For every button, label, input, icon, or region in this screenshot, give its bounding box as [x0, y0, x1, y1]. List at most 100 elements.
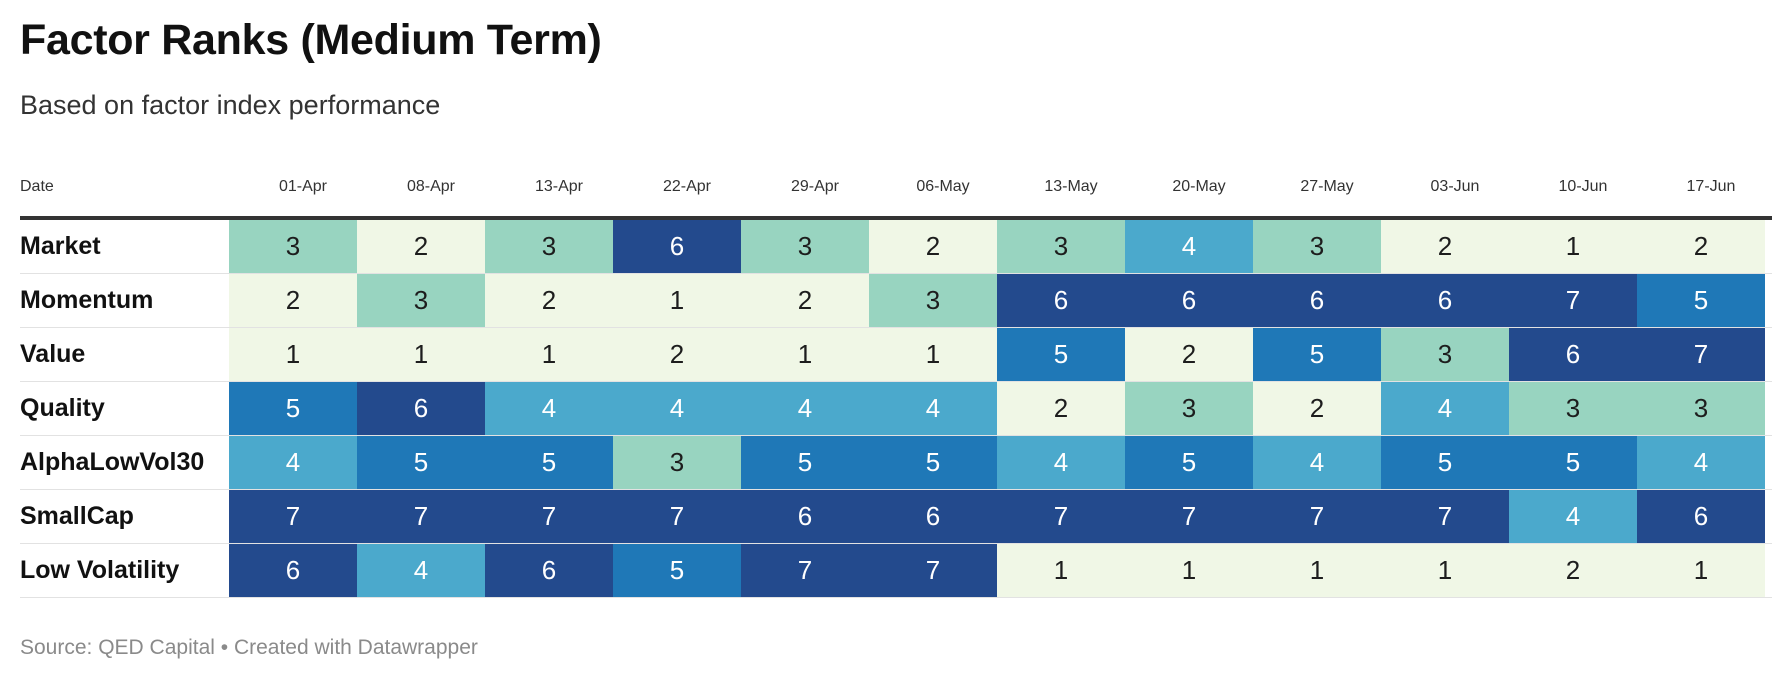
heatmap-cell: 7 — [1509, 274, 1637, 327]
heatmap-cell: 5 — [1509, 436, 1637, 489]
heatmap-cell: 6 — [1509, 328, 1637, 381]
chart-subtitle: Based on factor index performance — [20, 90, 441, 120]
heatmap-cell: 7 — [613, 490, 741, 543]
row-label: Value — [20, 340, 86, 368]
heatmap-cell: 1 — [1253, 544, 1381, 597]
row-label: SmallCap — [20, 502, 134, 530]
heatmap-cell: 3 — [869, 274, 997, 327]
heatmap-cell: 1 — [997, 544, 1125, 597]
heatmap-cell: 6 — [485, 544, 613, 597]
heatmap-cell: 6 — [1637, 490, 1765, 543]
heatmap-cell: 3 — [485, 220, 613, 273]
heatmap-cell: 4 — [1253, 436, 1381, 489]
heatmap-cell: 1 — [1509, 220, 1637, 273]
heatmap-cell: 4 — [997, 436, 1125, 489]
heatmap-cell: 2 — [869, 220, 997, 273]
heatmap-cell: 6 — [357, 382, 485, 435]
heatmap-cell: 7 — [1125, 490, 1253, 543]
heatmap-cell: 7 — [229, 490, 357, 543]
heatmap-cell: 4 — [741, 382, 869, 435]
heatmap-cell: 1 — [741, 328, 869, 381]
heatmap-cell: 5 — [229, 382, 357, 435]
heatmap-cell: 3 — [997, 220, 1125, 273]
heatmap-cell: 6 — [229, 544, 357, 597]
heatmap-cell: 6 — [1381, 274, 1509, 327]
column-header: 06-May — [916, 178, 970, 195]
table-row: Value 1 1 1 2 1 1 5 2 5 3 6 7 — [20, 328, 1772, 382]
heatmap-cell: 6 — [997, 274, 1125, 327]
heatmap-cell: 3 — [1509, 382, 1637, 435]
column-header: 03-Jun — [1430, 178, 1480, 195]
column-header: 10-Jun — [1558, 178, 1608, 195]
heatmap-cell: 7 — [997, 490, 1125, 543]
heatmap-cell: 5 — [1381, 436, 1509, 489]
date-column-header: Date — [20, 178, 54, 195]
column-header: 08-Apr — [406, 178, 456, 195]
heatmap-cell: 5 — [613, 544, 741, 597]
heatmap-cell: 3 — [229, 220, 357, 273]
heatmap-cell: 3 — [1637, 382, 1765, 435]
heatmap-cell: 6 — [1253, 274, 1381, 327]
column-header: 01-Apr — [278, 178, 328, 195]
table-row: Momentum 2 3 2 1 2 3 6 6 6 6 7 5 — [20, 274, 1772, 328]
row-label: Market — [20, 232, 101, 260]
heatmap-cell: 7 — [1381, 490, 1509, 543]
heatmap-cell: 5 — [357, 436, 485, 489]
heatmap-cell: 2 — [229, 274, 357, 327]
heatmap-cell: 4 — [1381, 382, 1509, 435]
heatmap-cell: 3 — [613, 436, 741, 489]
chart-title: Factor Ranks (Medium Term) — [20, 16, 602, 64]
heatmap-cell: 7 — [741, 544, 869, 597]
heatmap-cell: 4 — [1125, 220, 1253, 273]
heatmap-cell: 7 — [1637, 328, 1765, 381]
heatmap-cell: 2 — [613, 328, 741, 381]
table-row: Market 3 2 3 6 3 2 3 4 3 2 1 2 — [20, 220, 1772, 274]
heatmap-cell: 1 — [485, 328, 613, 381]
heatmap-cell: 5 — [741, 436, 869, 489]
rank-table: Date 01-Apr 08-Apr 13-Apr 22-Apr 29-Apr 06-Ma… — [20, 174, 1772, 598]
heatmap-cell: 6 — [613, 220, 741, 273]
heatmap-cell: 6 — [869, 490, 997, 543]
heatmap-cell: 7 — [1253, 490, 1381, 543]
heatmap-cell: 3 — [741, 220, 869, 273]
table-row: AlphaLowVol30 4 5 5 3 5 5 4 5 4 5 5 4 — [20, 436, 1772, 490]
heatmap-cell: 4 — [869, 382, 997, 435]
heatmap-cell: 6 — [1125, 274, 1253, 327]
column-header: 22-Apr — [662, 178, 712, 195]
heatmap-cell: 2 — [1253, 382, 1381, 435]
row-label: Low Volatility — [20, 556, 180, 584]
heatmap-cell: 3 — [1253, 220, 1381, 273]
heatmap-cell: 1 — [613, 274, 741, 327]
heatmap-cell: 1 — [229, 328, 357, 381]
column-header: 27-May — [1300, 178, 1354, 195]
heatmap-cell: 5 — [997, 328, 1125, 381]
heatmap-cell: 4 — [1637, 436, 1765, 489]
heatmap-cell: 2 — [1637, 220, 1765, 273]
heatmap-cell: 1 — [357, 328, 485, 381]
heatmap-cell: 5 — [485, 436, 613, 489]
table-body: Market 3 2 3 6 3 2 3 4 3 2 1 2 Momentum 2 3 2 1 2 3 6 6 6 6 7 5 Va… — [20, 220, 1772, 598]
column-header: 17-Jun — [1686, 178, 1736, 195]
heatmap-cell: 1 — [1637, 544, 1765, 597]
table-row: Quality 5 6 4 4 4 4 2 3 2 4 3 3 — [20, 382, 1772, 436]
heatmap-cell: 7 — [869, 544, 997, 597]
heatmap-cell: 4 — [1509, 490, 1637, 543]
table-header: Date 01-Apr 08-Apr 13-Apr 22-Apr 29-Apr 06-Ma… — [20, 174, 1772, 220]
heatmap-cell: 2 — [357, 220, 485, 273]
row-label: Momentum — [20, 286, 154, 314]
heatmap-cell: 2 — [997, 382, 1125, 435]
heatmap-cell: 2 — [1381, 220, 1509, 273]
heatmap-cell: 3 — [1381, 328, 1509, 381]
heatmap-cell: 4 — [357, 544, 485, 597]
heatmap-cell: 3 — [1125, 382, 1253, 435]
heatmap-cell: 5 — [1253, 328, 1381, 381]
column-header: 13-May — [1044, 178, 1098, 195]
row-label: Quality — [20, 394, 105, 422]
heatmap-cell: 4 — [485, 382, 613, 435]
heatmap-cell: 2 — [485, 274, 613, 327]
heatmap-cell: 6 — [741, 490, 869, 543]
heatmap-cell: 7 — [357, 490, 485, 543]
heatmap-cell: 4 — [229, 436, 357, 489]
column-header: 29-Apr — [790, 178, 840, 195]
heatmap-cell: 2 — [1509, 544, 1637, 597]
